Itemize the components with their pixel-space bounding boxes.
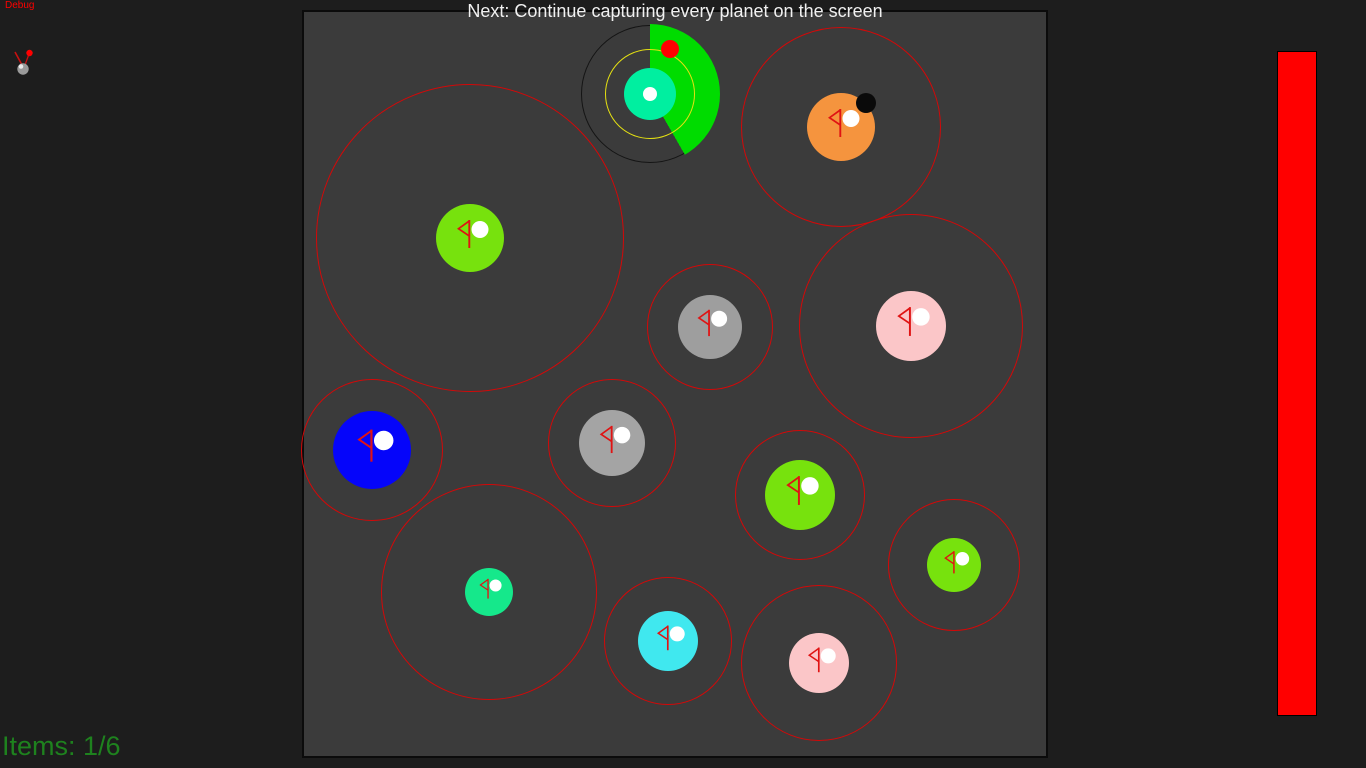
captured-planet-orbit-ring bbox=[605, 49, 695, 139]
orbit-ring-lime-small bbox=[888, 499, 1020, 631]
flag-icon bbox=[656, 625, 685, 650]
flag-icon bbox=[943, 550, 969, 573]
orbit-ring-lime-mid bbox=[735, 430, 865, 560]
debug-menu-item[interactable]: Debug bbox=[5, 0, 35, 11]
orbit-ring-gray-upper bbox=[647, 264, 773, 390]
flag-icon bbox=[897, 307, 931, 337]
orbit-ring-pink-upper bbox=[799, 214, 1023, 438]
objective-text: Next: Continue capturing every planet on… bbox=[467, 1, 883, 21]
flag-icon bbox=[828, 109, 860, 137]
moon-of-orange bbox=[856, 93, 876, 113]
orbit-ring-cyan bbox=[604, 577, 732, 705]
flag-icon bbox=[599, 425, 630, 453]
ship-marker-icon bbox=[14, 49, 33, 75]
flag-icon bbox=[786, 476, 820, 506]
ship-body bbox=[17, 63, 29, 75]
progress-bar bbox=[1277, 51, 1317, 716]
flag-icon bbox=[479, 579, 503, 600]
progress-bar-fill bbox=[1278, 52, 1316, 715]
orbit-ring-pink-lower bbox=[741, 585, 897, 741]
flag-icon bbox=[457, 220, 489, 248]
flag-icon bbox=[807, 647, 836, 672]
flag-icon bbox=[357, 429, 394, 462]
captured-planet-core-dot bbox=[643, 87, 657, 101]
orbiting-satellite-dot bbox=[661, 40, 679, 58]
orbit-ring-orange bbox=[741, 27, 941, 227]
flag-icon bbox=[697, 310, 728, 337]
orbit-ring-blue bbox=[301, 379, 443, 521]
orbit-ring-gray-lower bbox=[548, 379, 676, 507]
ship-highlight bbox=[18, 64, 24, 69]
orbit-ring-spring-green-lower bbox=[381, 484, 597, 700]
orbit-ring-lime-large bbox=[316, 84, 624, 392]
ship-antenna-dot bbox=[26, 49, 33, 57]
items-counter: Items: 1/6 bbox=[2, 731, 121, 761]
